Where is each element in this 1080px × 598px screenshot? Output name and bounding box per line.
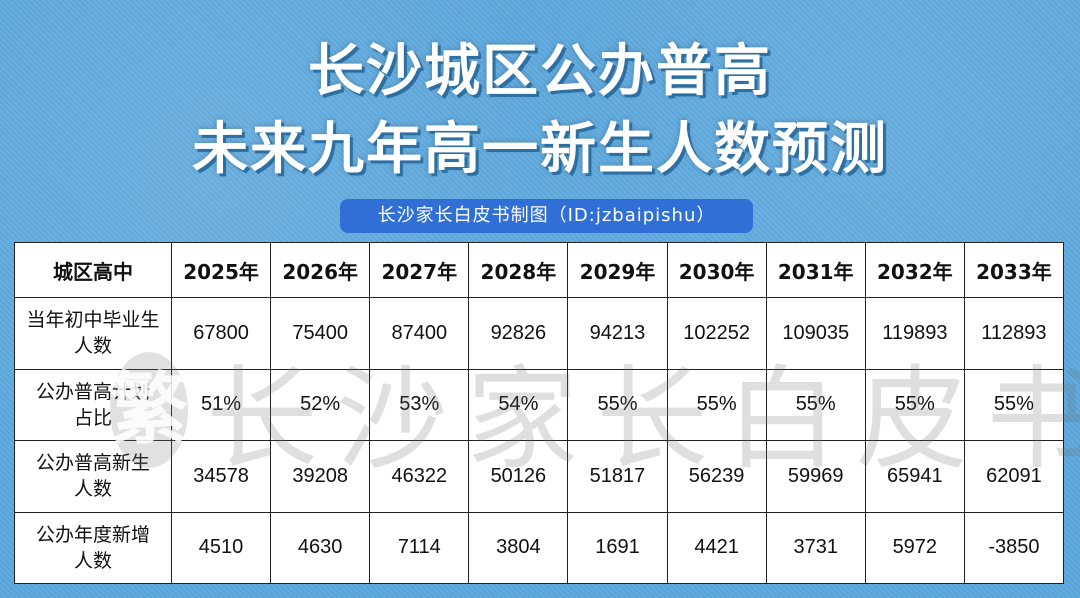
table-cell: 87400 [369,297,470,370]
table-cell: 3804 [468,511,569,584]
row-label: 公办年度新增 人数 [14,511,172,584]
table-row: 公办年度新增 人数 4510 4630 7114 3804 1691 4421 3… [14,511,1065,584]
header-cell: 城区高中 [14,242,172,298]
table-cell: -3850 [963,511,1065,584]
table-cell: 112893 [963,297,1065,370]
table-row: 公办普高新生 人数 34578 39208 46322 50126 51817 5… [14,440,1065,513]
main-title-line2: 未来九年高一新生人数预测 [192,117,888,182]
table-header-row: 城区高中 2025年 2026年 2027年 2028年 2029年 2030年… [14,242,1065,298]
header-cell: 2030年 [666,242,767,298]
header-cell: 2028年 [468,242,569,298]
header-cell: 2031年 [765,242,866,298]
table-cell: 55% [666,368,767,441]
table-cell: 1691 [567,511,668,584]
table-cell: 52% [270,368,371,441]
table-cell: 39208 [270,440,371,513]
header-cell: 2032年 [864,242,965,298]
table-cell: 65941 [864,440,965,513]
table-cell: 92826 [468,297,569,370]
row-label: 当年初中毕业生 人数 [14,297,172,370]
credit-badge: 长沙家长白皮书制图（ID:jzbaipishu） [340,199,753,233]
table-cell: 55% [765,368,866,441]
table-cell: 4630 [270,511,371,584]
table-cell: 75400 [270,297,371,370]
table-cell: 51% [170,368,272,441]
main-title-line1: 长沙城区公办普高 [308,39,772,104]
header-cell: 2033年 [963,242,1065,298]
header-cell: 2029年 [567,242,668,298]
table-cell: 50126 [468,440,569,513]
header-cell: 2026年 [270,242,371,298]
table-cell: 119893 [864,297,965,370]
table-cell: 54% [468,368,569,441]
table-cell: 3731 [765,511,866,584]
table-row: 当年初中毕业生 人数 67800 75400 87400 92826 94213 … [14,297,1065,370]
table-cell: 51817 [567,440,668,513]
table-cell: 4510 [170,511,272,584]
table-row: 公办普高计划 占比 51% 52% 53% 54% 55% 55% 55% 55%… [14,368,1065,441]
row-label: 公办普高计划 占比 [14,368,172,441]
table-cell: 55% [963,368,1065,441]
table-cell: 56239 [666,440,767,513]
table-cell: 102252 [666,297,767,370]
table-cell: 53% [369,368,470,441]
table-cell: 67800 [170,297,272,370]
table-cell: 59969 [765,440,866,513]
table-cell: 7114 [369,511,470,584]
table-cell: 62091 [963,440,1065,513]
table-cell: 55% [864,368,965,441]
table-cell: 46322 [369,440,470,513]
row-label: 公办普高新生 人数 [14,440,172,513]
header-cell: 2025年 [170,242,272,298]
table-cell: 109035 [765,297,866,370]
table-cell: 34578 [170,440,272,513]
table-cell: 5972 [864,511,965,584]
table-cell: 94213 [567,297,668,370]
table-cell: 4421 [666,511,767,584]
header-cell: 2027年 [369,242,470,298]
table-cell: 55% [567,368,668,441]
forecast-table: 城区高中 2025年 2026年 2027年 2028年 2029年 2030年… [14,242,1065,584]
